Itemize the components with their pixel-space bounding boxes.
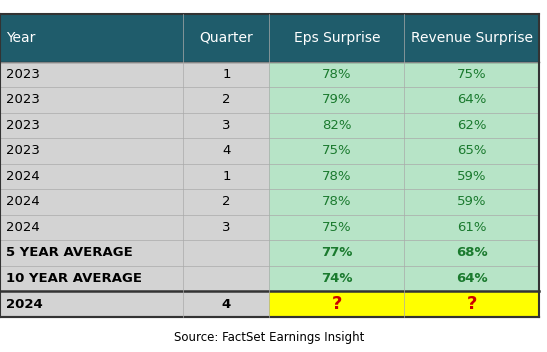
FancyBboxPatch shape [183,266,270,291]
Text: 65%: 65% [457,144,486,157]
Text: 2023: 2023 [7,68,40,81]
Text: 75%: 75% [322,221,352,234]
FancyBboxPatch shape [270,164,404,189]
Text: 1: 1 [222,170,231,183]
FancyBboxPatch shape [0,62,183,87]
Text: 78%: 78% [322,68,352,81]
FancyBboxPatch shape [404,266,539,291]
FancyBboxPatch shape [404,138,539,164]
FancyBboxPatch shape [183,291,270,317]
Text: 74%: 74% [321,272,353,285]
Text: Quarter: Quarter [200,31,253,45]
Text: Year: Year [7,31,36,45]
Text: 64%: 64% [457,93,486,106]
Text: 59%: 59% [457,195,486,208]
Text: 61%: 61% [457,221,486,234]
FancyBboxPatch shape [404,87,539,113]
Text: 68%: 68% [456,246,487,259]
FancyBboxPatch shape [404,240,539,266]
Text: 64%: 64% [456,272,487,285]
Text: 59%: 59% [457,170,486,183]
Text: 2: 2 [222,93,231,106]
Text: 2023: 2023 [7,144,40,157]
Text: 4: 4 [222,297,231,310]
FancyBboxPatch shape [270,266,404,291]
FancyBboxPatch shape [270,87,404,113]
Text: 62%: 62% [457,119,486,132]
Text: Revenue Surprise: Revenue Surprise [411,31,533,45]
FancyBboxPatch shape [0,113,183,138]
FancyBboxPatch shape [0,266,183,291]
FancyBboxPatch shape [404,215,539,240]
FancyBboxPatch shape [0,164,183,189]
FancyBboxPatch shape [183,215,270,240]
FancyBboxPatch shape [404,62,539,87]
Text: 2024: 2024 [7,297,43,310]
FancyBboxPatch shape [183,113,270,138]
FancyBboxPatch shape [0,240,183,266]
Text: 2023: 2023 [7,119,40,132]
FancyBboxPatch shape [183,87,270,113]
Text: Source: FactSet Earnings Insight: Source: FactSet Earnings Insight [174,332,365,344]
FancyBboxPatch shape [270,189,404,215]
Text: 78%: 78% [322,170,352,183]
FancyBboxPatch shape [270,62,404,87]
Text: Eps Surprise: Eps Surprise [294,31,380,45]
Text: 10 YEAR AVERAGE: 10 YEAR AVERAGE [7,272,142,285]
Text: 75%: 75% [322,144,352,157]
Text: 3: 3 [222,119,231,132]
Text: 2024: 2024 [7,170,40,183]
Text: 2024: 2024 [7,221,40,234]
Text: 78%: 78% [322,195,352,208]
FancyBboxPatch shape [183,164,270,189]
FancyBboxPatch shape [270,291,404,317]
FancyBboxPatch shape [183,138,270,164]
FancyBboxPatch shape [404,113,539,138]
FancyBboxPatch shape [0,87,183,113]
FancyBboxPatch shape [0,189,183,215]
FancyBboxPatch shape [270,215,404,240]
FancyBboxPatch shape [270,113,404,138]
Text: 77%: 77% [321,246,353,259]
FancyBboxPatch shape [270,240,404,266]
Text: 79%: 79% [322,93,352,106]
Text: 2023: 2023 [7,93,40,106]
FancyBboxPatch shape [270,138,404,164]
Text: 1: 1 [222,68,231,81]
FancyBboxPatch shape [270,14,404,62]
FancyBboxPatch shape [183,240,270,266]
Text: 82%: 82% [322,119,352,132]
Text: 4: 4 [222,144,231,157]
FancyBboxPatch shape [183,14,270,62]
FancyBboxPatch shape [404,189,539,215]
Text: ?: ? [331,295,342,313]
FancyBboxPatch shape [0,215,183,240]
Text: 2024: 2024 [7,195,40,208]
Text: 5 YEAR AVERAGE: 5 YEAR AVERAGE [7,246,133,259]
FancyBboxPatch shape [404,164,539,189]
FancyBboxPatch shape [0,291,183,317]
FancyBboxPatch shape [183,189,270,215]
FancyBboxPatch shape [404,291,539,317]
FancyBboxPatch shape [0,138,183,164]
FancyBboxPatch shape [0,14,183,62]
Text: 2: 2 [222,195,231,208]
Text: 75%: 75% [457,68,486,81]
Text: 3: 3 [222,221,231,234]
Text: ?: ? [467,295,477,313]
FancyBboxPatch shape [404,14,539,62]
FancyBboxPatch shape [183,62,270,87]
